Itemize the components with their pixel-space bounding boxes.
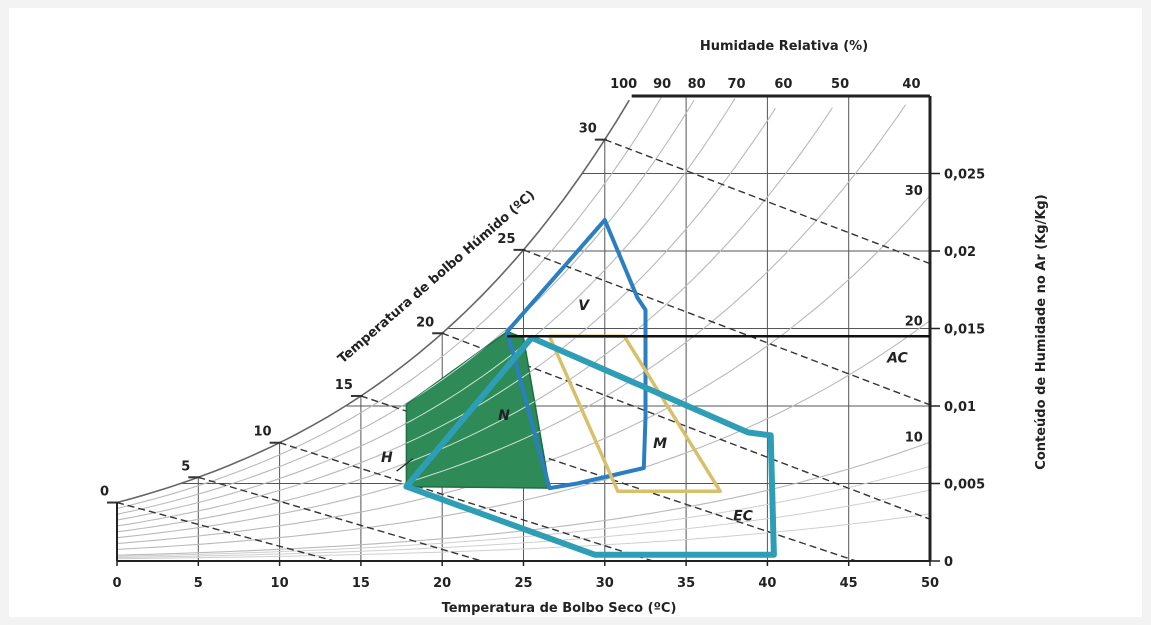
wet-bulb-label: 30 bbox=[579, 122, 597, 137]
wet-bulb-label: 0 bbox=[100, 485, 109, 500]
rh-label: 60 bbox=[774, 77, 792, 92]
zone-hatch-line bbox=[406, 422, 550, 488]
x-tick-label: 20 bbox=[433, 576, 451, 591]
wet-bulb-line bbox=[523, 249, 931, 406]
y-tick-label: 0 bbox=[944, 555, 953, 570]
wet-bulb-label: 25 bbox=[497, 232, 515, 247]
chart-panel: 0 5 10 15 20 25 30 N V M EC 0 5 10 15 20 25 30 35 40 45 50 0 0,… bbox=[9, 8, 1142, 617]
zone-label: EC bbox=[733, 509, 754, 525]
rh-curve-minor bbox=[116, 465, 931, 557]
x-axis-title: Temperatura de Bolbo Seco (ºC) bbox=[442, 601, 677, 616]
x-tick-label: 25 bbox=[514, 576, 532, 591]
labels-layer: 0 5 10 15 20 25 30 N V M EC 0 5 10 15 20 25 30 35 40 45 50 0 0,… bbox=[100, 77, 985, 591]
rh-curve bbox=[116, 96, 663, 509]
wet-bulb-label: 20 bbox=[416, 315, 434, 330]
zone-label: M bbox=[653, 436, 667, 452]
wet-bulb-line bbox=[116, 501, 335, 562]
y-tick-label: 0,02 bbox=[944, 245, 976, 260]
rh-label: 70 bbox=[727, 77, 745, 92]
x-tick-label: 5 bbox=[194, 576, 203, 591]
rh-label: 90 bbox=[653, 77, 671, 92]
x-tick-label: 30 bbox=[596, 576, 614, 591]
wet-bulb-label: 5 bbox=[181, 459, 190, 474]
y-tick-label: 0,025 bbox=[944, 168, 985, 183]
rh-label: 40 bbox=[902, 77, 920, 92]
zone-v bbox=[505, 218, 648, 491]
x-tick-label: 10 bbox=[271, 576, 289, 591]
axes-layer bbox=[116, 94, 940, 566]
x-tick-label: 0 bbox=[112, 576, 121, 591]
psychrometric-chart: 0 5 10 15 20 25 30 N V M EC 0 5 10 15 20 25 30 35 40 45 50 0 0,… bbox=[100, 39, 1049, 616]
annotation-ac: AC bbox=[886, 351, 908, 367]
rh-label: 100 bbox=[610, 77, 637, 92]
y2-axis-title: Conteúdo de Humidade no Ar (Kg/Kg) bbox=[1034, 194, 1049, 469]
wet-bulb-label: 15 bbox=[335, 378, 353, 393]
zone-ec bbox=[403, 334, 777, 558]
rh-curve bbox=[116, 99, 695, 515]
zone-label: N bbox=[498, 408, 510, 424]
x-tick-label: 40 bbox=[758, 576, 776, 591]
y-tick-label: 0,005 bbox=[944, 478, 985, 493]
rh-curve-minor bbox=[116, 489, 931, 558]
wet-bulb-line bbox=[604, 138, 931, 265]
y-tick-label: 0,015 bbox=[944, 323, 985, 338]
h-pointer bbox=[396, 458, 414, 472]
rh-label: 50 bbox=[831, 77, 849, 92]
rh-curve-minor bbox=[116, 513, 931, 560]
rh-inner-label: 20 bbox=[905, 314, 923, 329]
x-tick-label: 35 bbox=[677, 576, 695, 591]
annotation-h: H bbox=[381, 450, 393, 466]
rh-inner-label: 10 bbox=[905, 431, 923, 446]
x-tick-label: 50 bbox=[921, 576, 939, 591]
rh-axis-title: Humidade Relativa (%) bbox=[700, 39, 868, 54]
zone-hatch-line bbox=[406, 331, 550, 412]
wet-bulb-line bbox=[441, 332, 931, 520]
wet-bulb-label: 10 bbox=[254, 425, 272, 440]
wet-bulb-line bbox=[198, 476, 482, 562]
x-tick-label: 15 bbox=[352, 576, 370, 591]
rh-curve bbox=[116, 99, 630, 504]
rh-label: 80 bbox=[688, 77, 706, 92]
y-tick-label: 0,01 bbox=[944, 400, 976, 415]
rh-curve bbox=[116, 319, 931, 550]
x-tick-label: 45 bbox=[840, 576, 858, 591]
rh-inner-label: 30 bbox=[905, 184, 923, 199]
zone-label: V bbox=[578, 298, 590, 314]
